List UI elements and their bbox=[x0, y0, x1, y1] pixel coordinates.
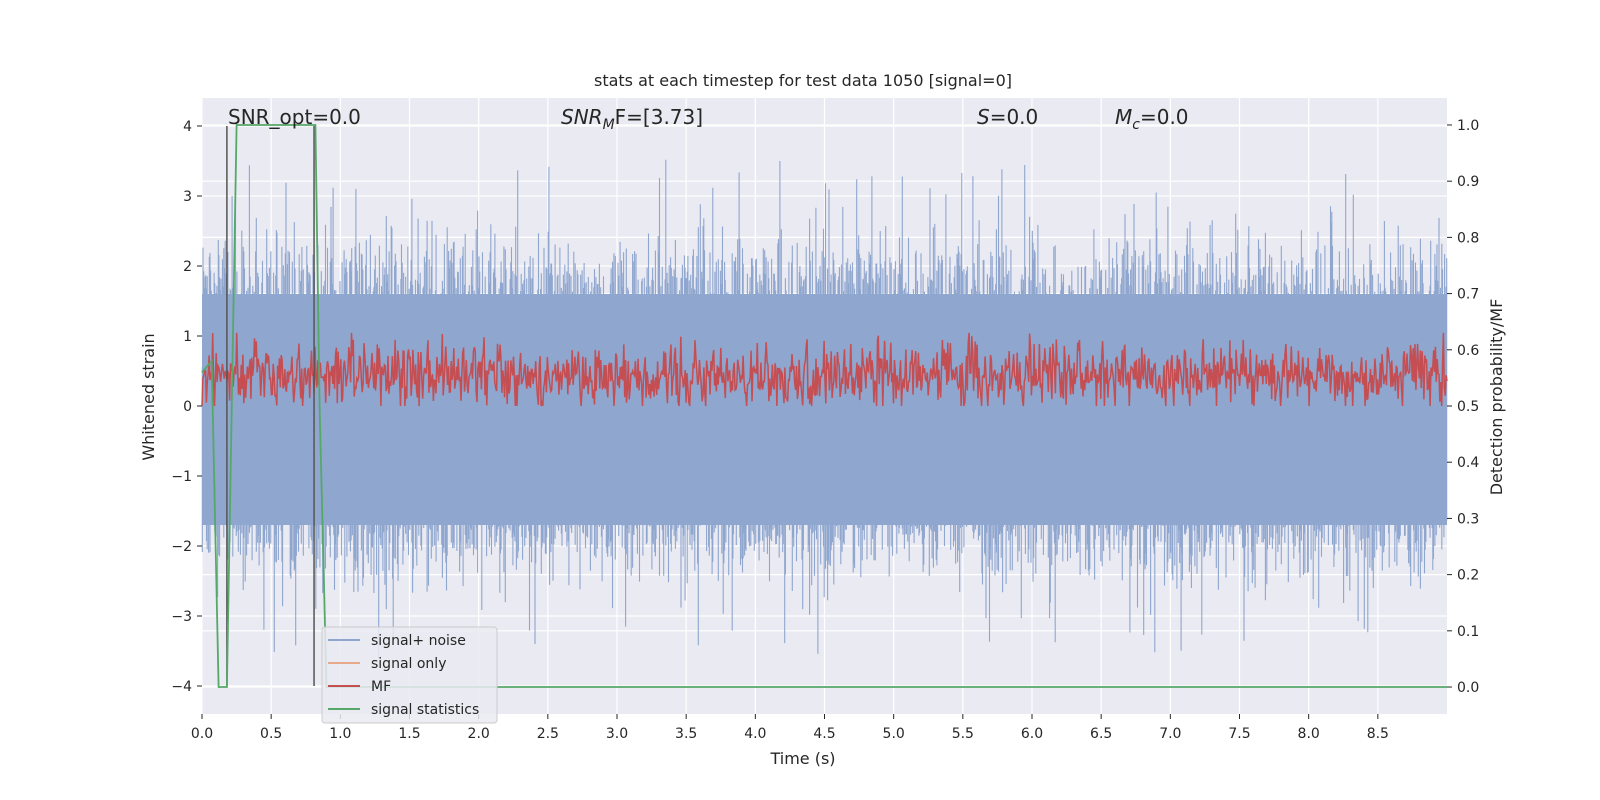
y2-tick-label: 0.6 bbox=[1457, 343, 1479, 359]
x-tick-label: 8.0 bbox=[1298, 726, 1320, 742]
annotation-snr-mf-main: SNR bbox=[561, 105, 603, 129]
x-tick-label: 3.0 bbox=[606, 726, 628, 742]
x-tick-label: 3.5 bbox=[675, 726, 697, 742]
y2-tick-label: 0.3 bbox=[1457, 511, 1479, 527]
series-signal-statistics bbox=[201, 124, 1447, 688]
series-signal-noise bbox=[201, 159, 1448, 658]
x-tick-label: 5.5 bbox=[952, 726, 974, 742]
x-tick-label: 8.5 bbox=[1367, 726, 1389, 742]
legend-label-signal-statistics: signal statistics bbox=[371, 702, 479, 718]
x-tick-label: 7.5 bbox=[1228, 726, 1250, 742]
annotation-mc: Mc=0.0 bbox=[1115, 105, 1189, 133]
x-tick-label: 0.0 bbox=[191, 726, 213, 742]
x-tick-label: 2.5 bbox=[537, 726, 559, 742]
y2-axis-label: Detection probability/MF bbox=[1487, 299, 1506, 496]
legend-label-mf: MF bbox=[371, 679, 391, 695]
annotation-snr-opt: SNR_opt=0.0 bbox=[228, 105, 361, 129]
y-tick-label: 0 bbox=[183, 399, 192, 415]
x-tick-label: 1.0 bbox=[329, 726, 351, 742]
x-tick-label: 4.5 bbox=[813, 726, 835, 742]
annotation-snr-mf-sub: M bbox=[603, 117, 615, 133]
annotation-s: S=0.0 bbox=[977, 105, 1038, 129]
x-tick-label: 5.0 bbox=[883, 726, 905, 742]
mf-line bbox=[201, 332, 1448, 407]
annotation-mc-var: M bbox=[1115, 105, 1132, 129]
x-tick-label: 4.0 bbox=[744, 726, 766, 742]
y2-tick-label: 0.5 bbox=[1457, 399, 1479, 415]
y2-tick-label: 0.7 bbox=[1457, 287, 1479, 303]
legend-box bbox=[321, 626, 498, 724]
vertical-markers bbox=[226, 126, 315, 686]
chart-title: stats at each timestep for test data 105… bbox=[594, 71, 1012, 90]
x-tick-label: 1.5 bbox=[398, 726, 420, 742]
y-tick-label: 4 bbox=[183, 119, 192, 135]
y-tick-label: 3 bbox=[183, 189, 192, 205]
x-axis-label: Time (s) bbox=[769, 749, 835, 768]
y2-tick-label: 0.2 bbox=[1457, 568, 1479, 584]
y-tick-label: −3 bbox=[171, 609, 192, 625]
y2-tick-label: 0.1 bbox=[1457, 624, 1479, 640]
x-tick-label: 7.0 bbox=[1159, 726, 1181, 742]
signal-noise-core bbox=[202, 294, 1447, 525]
annotation-s-val: =0.0 bbox=[990, 105, 1039, 129]
y-tick-label: −2 bbox=[171, 539, 192, 555]
x-tick-label: 2.0 bbox=[468, 726, 490, 742]
y-axis-label: Whitened strain bbox=[139, 333, 158, 460]
x-tick-label: 6.0 bbox=[1021, 726, 1043, 742]
x-tick-label: 6.5 bbox=[1090, 726, 1112, 742]
y2-tick-label: 0.8 bbox=[1457, 230, 1479, 246]
y2-tick-label: 0.4 bbox=[1457, 455, 1479, 471]
y-tick-label: −4 bbox=[171, 679, 192, 695]
y2-tick-label: 1.0 bbox=[1457, 118, 1479, 134]
series-mf bbox=[201, 332, 1448, 407]
x-tick-label: 0.5 bbox=[260, 726, 282, 742]
annotation-snr-mf-rest: F=[3.73] bbox=[615, 105, 703, 129]
y-tick-label: 1 bbox=[183, 329, 192, 345]
annotation-s-var: S bbox=[977, 105, 990, 129]
signal-statistics-line bbox=[201, 124, 1447, 688]
y-tick-label: −1 bbox=[171, 469, 192, 485]
legend-label-signal-only: signal only bbox=[371, 656, 446, 672]
annotation-snr-mf: SNRMF=[3.73] bbox=[561, 105, 703, 133]
legend-label-noise: signal+ noise bbox=[371, 633, 466, 649]
y2-tick-label: 0.9 bbox=[1457, 174, 1479, 190]
annotation-mc-sub: c bbox=[1132, 117, 1140, 133]
legend: signal+ noise signal only MF signal stat… bbox=[321, 626, 498, 724]
y2-tick-label: 0.0 bbox=[1457, 680, 1479, 696]
y-tick-label: 2 bbox=[183, 259, 192, 275]
annotation-mc-val: =0.0 bbox=[1140, 105, 1189, 129]
